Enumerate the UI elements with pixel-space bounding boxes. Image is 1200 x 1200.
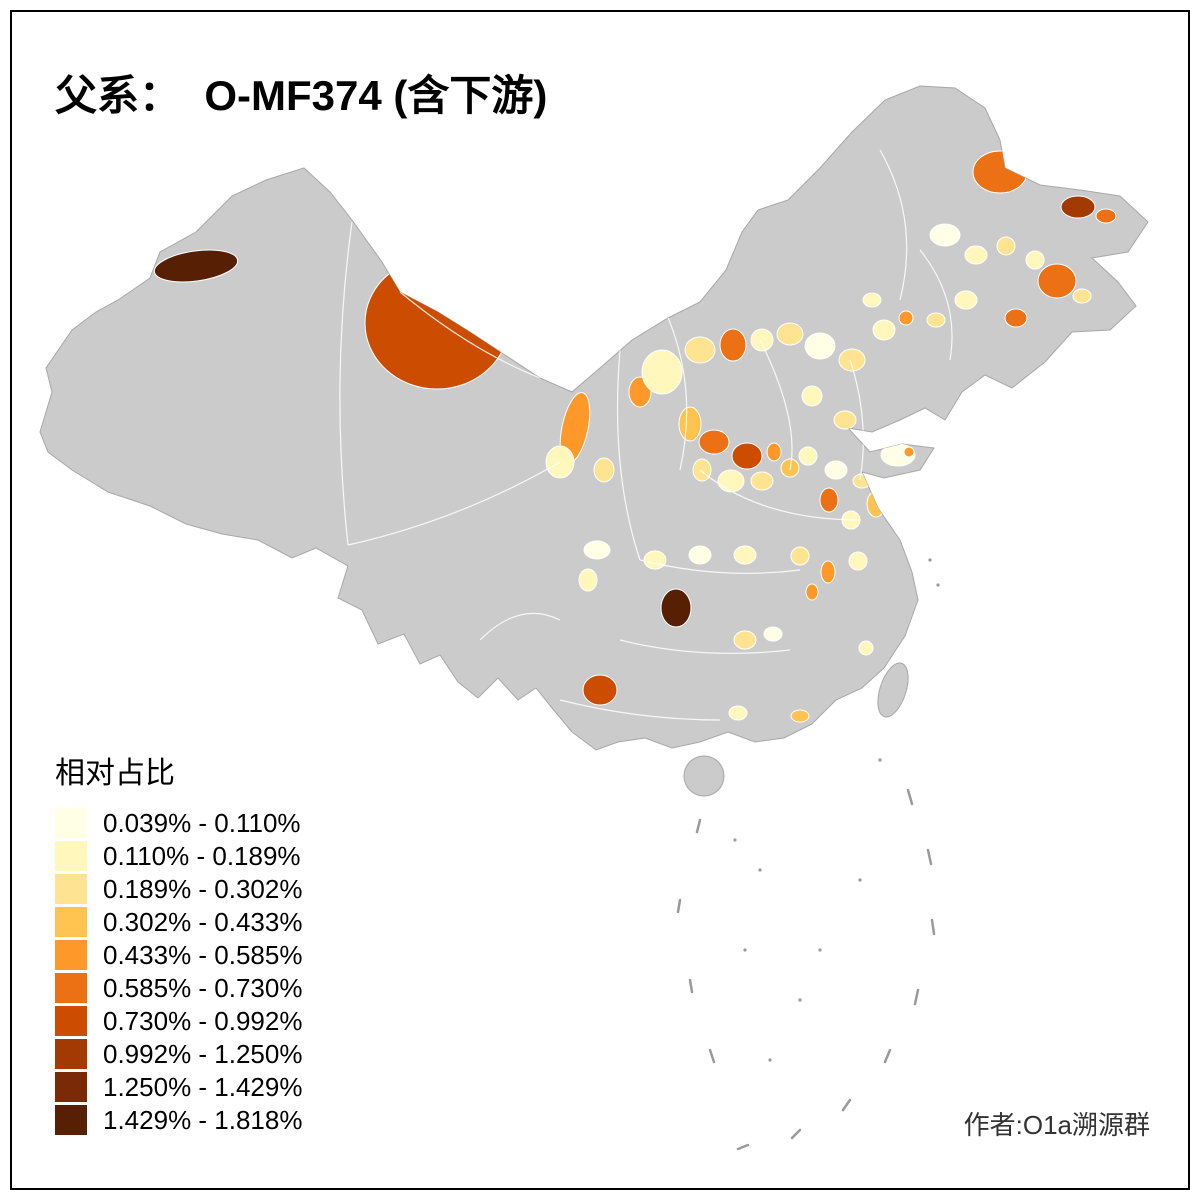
map-region — [1037, 263, 1077, 299]
map-region — [926, 312, 946, 328]
map-region — [660, 588, 692, 628]
map-region — [929, 223, 961, 247]
map-region — [886, 488, 900, 506]
sea-islets — [733, 558, 940, 1062]
map-region — [733, 630, 757, 650]
map-region — [972, 150, 1028, 194]
map-region — [719, 328, 747, 362]
map-region — [364, 256, 510, 390]
legend-swatch — [55, 1072, 87, 1102]
legend-label: 1.429% - 1.818% — [103, 1104, 303, 1135]
map-region — [805, 583, 819, 601]
map-region — [819, 487, 839, 513]
map-region — [898, 310, 914, 326]
map-region — [766, 442, 782, 462]
map-region — [824, 460, 848, 480]
map-region — [731, 442, 763, 470]
map-region — [698, 429, 730, 455]
map-region — [833, 410, 857, 430]
legend-label: 1.250% - 1.429% — [103, 1071, 303, 1102]
map-region — [641, 349, 683, 395]
legend-title: 相对占比 — [55, 757, 175, 790]
legend-label: 0.302% - 0.433% — [103, 906, 303, 937]
page-title: 父系： O-MF374 (含下游) — [55, 72, 548, 119]
map-region — [903, 446, 915, 458]
province-borders — [339, 149, 953, 721]
legend-label: 0.730% - 0.992% — [103, 1005, 303, 1036]
legend-item: 0.433% - 0.585% — [55, 940, 302, 970]
map-region — [1025, 250, 1045, 270]
map-region — [804, 332, 836, 360]
map-region — [790, 546, 810, 566]
map-region — [820, 560, 836, 584]
map-region — [954, 290, 978, 310]
map-region — [728, 705, 748, 721]
map-region — [578, 568, 598, 592]
map-region — [763, 626, 783, 642]
map-region — [801, 385, 823, 407]
taiwan-island — [877, 662, 909, 718]
map-region — [684, 336, 716, 364]
map-region — [582, 674, 618, 706]
legend-item: 0.189% - 0.302% — [55, 874, 302, 904]
legend-swatch — [55, 940, 87, 970]
map-region — [858, 640, 874, 656]
map-region — [790, 709, 810, 723]
legend-label: 0.039% - 0.110% — [103, 807, 301, 838]
map-region — [848, 551, 868, 571]
legend-label: 0.433% - 0.585% — [103, 939, 303, 970]
map-region — [688, 545, 712, 565]
legend-item: 1.250% - 1.429% — [55, 1072, 302, 1102]
legend-swatch — [55, 1105, 87, 1135]
map-region — [798, 446, 818, 466]
legend-item: 0.585% - 0.730% — [55, 973, 302, 1003]
legend-swatch — [55, 841, 87, 871]
legend: 相对占比 0.039% - 0.110% 0.110% - 0.189% 0.1… — [55, 748, 302, 1138]
map-region — [750, 328, 774, 352]
sea-dash-line — [676, 788, 936, 1151]
legend-item: 0.110% - 0.189% — [55, 841, 302, 871]
legend-swatch — [55, 874, 87, 904]
map-region — [1072, 288, 1092, 304]
map-region — [838, 348, 866, 372]
map-region — [583, 540, 611, 560]
legend-label: 0.992% - 1.250% — [103, 1038, 303, 1069]
legend-item: 0.302% - 0.433% — [55, 907, 302, 937]
map-region — [862, 432, 882, 448]
legend-swatch — [55, 973, 87, 1003]
legend-swatch — [55, 808, 87, 838]
map-region — [1095, 208, 1117, 224]
legend-label: 0.585% - 0.730% — [103, 972, 303, 1003]
map-region — [733, 545, 757, 565]
map-region — [678, 406, 702, 442]
legend-swatch — [55, 907, 87, 937]
legend-label: 0.189% - 0.302% — [103, 873, 303, 904]
hainan-island — [683, 755, 725, 797]
map-region — [862, 292, 882, 308]
legend-item: 0.730% - 0.992% — [55, 1006, 302, 1036]
legend-item: 0.992% - 1.250% — [55, 1039, 302, 1069]
map-region — [1060, 195, 1096, 219]
map-region — [866, 490, 886, 518]
map-region — [872, 319, 896, 341]
legend-item: 1.429% - 1.818% — [55, 1105, 302, 1135]
legend-swatch — [55, 1039, 87, 1069]
map-region — [750, 471, 774, 491]
legend-swatch — [55, 1006, 87, 1036]
map-region — [717, 469, 745, 493]
legend-item: 0.039% - 0.110% — [55, 808, 302, 838]
map-region — [153, 249, 239, 283]
map-region — [1004, 308, 1028, 328]
map-region — [692, 458, 712, 482]
legend-label: 0.110% - 0.189% — [103, 840, 301, 871]
map-region — [643, 550, 667, 570]
map-region — [593, 457, 615, 483]
colored-regions — [153, 150, 1117, 723]
map-region — [964, 245, 988, 265]
author-credit: 作者:O1a溯源群 — [963, 1110, 1150, 1140]
map-region — [996, 236, 1016, 256]
map-region — [776, 322, 804, 346]
